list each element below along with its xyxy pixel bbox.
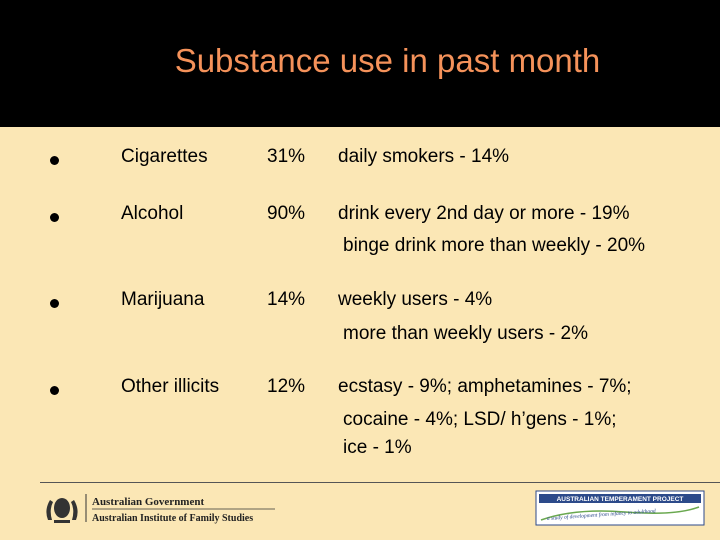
substance-percent: 31% (267, 146, 306, 167)
substance-detail: weekly users - 4% (338, 289, 493, 310)
bullet-icon (50, 213, 59, 222)
bullet-icon (50, 386, 59, 395)
list-item: Cigarettes 31% daily smokers - 14% (0, 146, 720, 176)
list-item: Marijuana 14% weekly users - 4% (0, 289, 720, 319)
substance-name: Other illicits (121, 376, 220, 397)
substance-detail: daily smokers - 14% (338, 146, 510, 167)
list-item: Other illicits 12% ecstasy - 9%; ampheta… (0, 376, 720, 406)
substance-percent: 12% (267, 376, 306, 397)
australian-government-logo: Australian Government Australian Institu… (46, 494, 275, 524)
substance-extra-detail: more than weekly users - 2% (343, 323, 588, 344)
atp-logo: AUSTRALIAN TEMPERAMENT PROJECT a study o… (535, 490, 705, 526)
bullet-icon (50, 156, 59, 165)
slide-title: Substance use in past month (174, 42, 601, 79)
footer-divider (40, 482, 720, 483)
gov-line1: Australian Government (92, 496, 204, 508)
substance-percent: 14% (267, 289, 306, 310)
substance-detail: ecstasy - 9%; amphetamines - 7%; (338, 376, 632, 397)
bullet-icon (50, 299, 59, 308)
substance-extra-detail: binge drink more than weekly - 20% (343, 235, 646, 256)
substance-name: Marijuana (121, 289, 205, 310)
atp-title: AUSTRALIAN TEMPERAMENT PROJECT (557, 496, 684, 503)
substance-extra-detail: cocaine - 4%; LSD/ h’gens - 1%; (343, 409, 617, 430)
substance-detail: drink every 2nd day or more - 19% (338, 203, 630, 224)
substance-percent: 90% (267, 203, 306, 224)
title-bar: Substance use in past month (0, 0, 720, 127)
gov-line2: Australian Institute of Family Studies (92, 513, 253, 524)
substance-extra-detail: ice - 1% (343, 437, 412, 458)
coat-of-arms-icon (46, 498, 78, 523)
substance-name: Cigarettes (121, 146, 208, 167)
substance-name: Alcohol (121, 203, 184, 224)
list-item: Alcohol 90% drink every 2nd day or more … (0, 203, 720, 233)
